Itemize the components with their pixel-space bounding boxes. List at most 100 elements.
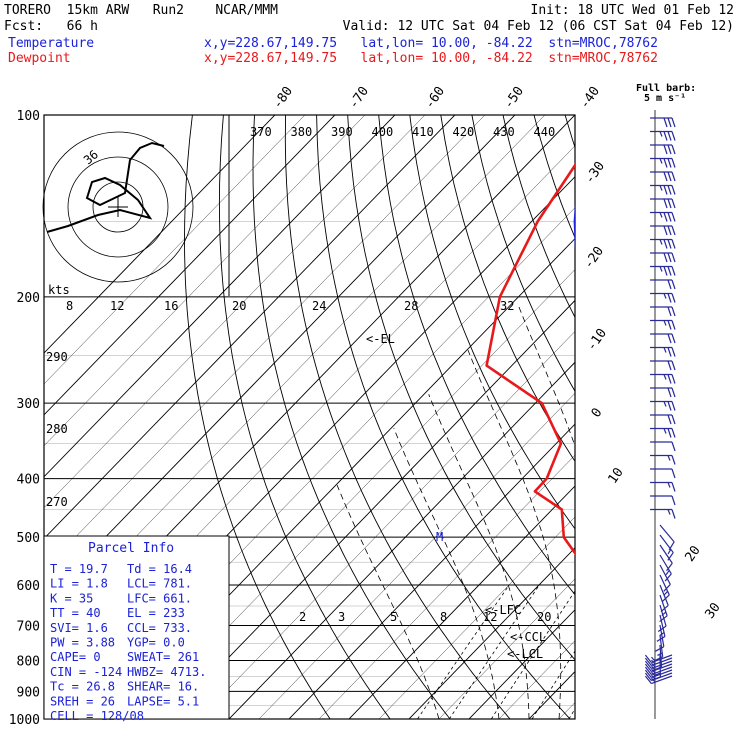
barb-flag xyxy=(667,374,672,384)
theta-label: 420 xyxy=(453,125,475,139)
wind-barb xyxy=(650,130,676,141)
barb-half xyxy=(665,570,670,576)
barb-staff xyxy=(659,524,675,543)
mixing-ratio-line xyxy=(448,584,540,719)
pressure-label-300: 300 xyxy=(17,397,40,412)
barb-half xyxy=(667,509,671,515)
parcel-info-right: LFC= 661. xyxy=(127,591,192,605)
dry-adiabat-label: 280 xyxy=(46,422,68,436)
parcel-info-left: SREH = 26 xyxy=(50,694,115,708)
init-time: Init: 18 UTC Wed 01 Feb 12 xyxy=(530,3,735,18)
hodograph-ring-label: 36 xyxy=(81,147,101,167)
parcel-info-left: TT = 40 xyxy=(50,606,101,620)
barb-flag xyxy=(667,414,672,425)
isotherm-label: -70 xyxy=(346,84,372,112)
wind-barb xyxy=(650,265,676,276)
wind-barb xyxy=(650,468,676,479)
barb-half xyxy=(659,158,663,164)
isotherm xyxy=(438,578,575,719)
wind-barb xyxy=(650,400,676,411)
isotherm xyxy=(637,87,740,731)
barb-flag xyxy=(663,131,668,141)
isotherm xyxy=(318,454,575,719)
barb-flag xyxy=(663,239,668,249)
wind-barb xyxy=(650,414,676,425)
isotherm xyxy=(258,392,575,719)
barb-half xyxy=(663,347,667,353)
moist-adiabat xyxy=(679,297,740,719)
pressure-label-400: 400 xyxy=(17,473,40,488)
barb-flag xyxy=(667,239,672,249)
moist-adiabat xyxy=(467,349,562,719)
barb-flag xyxy=(663,252,668,263)
barb-flag xyxy=(667,401,672,411)
wind-barb xyxy=(659,564,671,592)
barb-half xyxy=(663,401,667,407)
barb-flag xyxy=(657,625,667,633)
moist-adiabat xyxy=(598,297,647,719)
hodograph-scale-label: 20 xyxy=(232,299,246,313)
wind-barb xyxy=(659,534,674,561)
barb-flag xyxy=(671,252,676,263)
barb-flag xyxy=(644,657,652,666)
wind-barb xyxy=(650,360,676,371)
parcel-info-right: CCL= 733. xyxy=(127,621,192,635)
barb-flag xyxy=(671,360,676,371)
wind-barb xyxy=(650,144,676,155)
barb-flag xyxy=(671,239,676,249)
barb-flag xyxy=(644,672,652,681)
wind-barb xyxy=(650,292,676,303)
isotherm-label: 10 xyxy=(605,465,626,486)
wind-barb xyxy=(659,544,673,572)
wind-barb xyxy=(650,508,676,519)
barb-half xyxy=(659,212,663,218)
mixing-ratio-line xyxy=(568,708,575,719)
barb-flag xyxy=(667,131,672,141)
hodograph-scale-label: 16 xyxy=(164,299,178,313)
level-marker: M xyxy=(436,530,443,544)
hodograph-scale-label: 8 xyxy=(66,299,73,313)
level-marker: <-CCL xyxy=(510,630,546,644)
dry-adiabat xyxy=(184,115,331,719)
barb-flag xyxy=(671,333,676,344)
barb-half xyxy=(659,185,663,191)
wind-barb xyxy=(650,346,676,357)
mixing-ratio-label: 5 xyxy=(390,610,397,624)
dry-adiabat xyxy=(678,87,740,731)
barb-flag xyxy=(667,428,672,438)
isotherm xyxy=(727,87,740,731)
barb-flag xyxy=(671,144,676,155)
barb-flag xyxy=(663,171,668,182)
barb-flag xyxy=(664,573,672,582)
moist-adiabat xyxy=(393,428,500,719)
isotherm xyxy=(468,609,575,719)
barb-half xyxy=(663,293,667,299)
barb-flag xyxy=(671,468,676,479)
theta-label: 440 xyxy=(534,125,556,139)
pressure-label-600: 600 xyxy=(17,579,40,594)
barb-flag xyxy=(671,171,676,182)
parcel-info-left: T = 19.7 xyxy=(50,562,108,576)
dewpoint-legend: Dewpoint xyxy=(8,51,71,66)
isotherm xyxy=(44,115,426,508)
isotherm-label: -10 xyxy=(584,326,610,354)
valid-time: Valid: 12 UTC Sat 04 Feb 12 (06 CST Sat … xyxy=(342,19,734,34)
mixing-ratio-label: 20 xyxy=(537,610,551,624)
barb-flag xyxy=(667,158,672,168)
barb-flag xyxy=(667,333,672,344)
pressure-label-200: 200 xyxy=(17,291,40,306)
parcel-info-left: SVI= 1.6 xyxy=(50,621,108,635)
temperature-location: x,y=228.67,149.75 lat,lon= 10.00, -84.22… xyxy=(204,36,658,51)
barb-half xyxy=(659,266,663,272)
isotherm xyxy=(44,115,516,602)
pressure-label-1000: 1000 xyxy=(9,713,40,728)
isotherm xyxy=(44,115,336,416)
parcel-info-panel xyxy=(43,535,230,720)
parcel-info-right: HWBZ= 4713. xyxy=(127,665,206,679)
dewpoint-trace xyxy=(485,162,575,556)
barb-flag xyxy=(667,198,672,209)
wind-barb xyxy=(650,184,676,195)
wind-barb xyxy=(650,333,676,344)
barb-flag xyxy=(671,266,676,276)
